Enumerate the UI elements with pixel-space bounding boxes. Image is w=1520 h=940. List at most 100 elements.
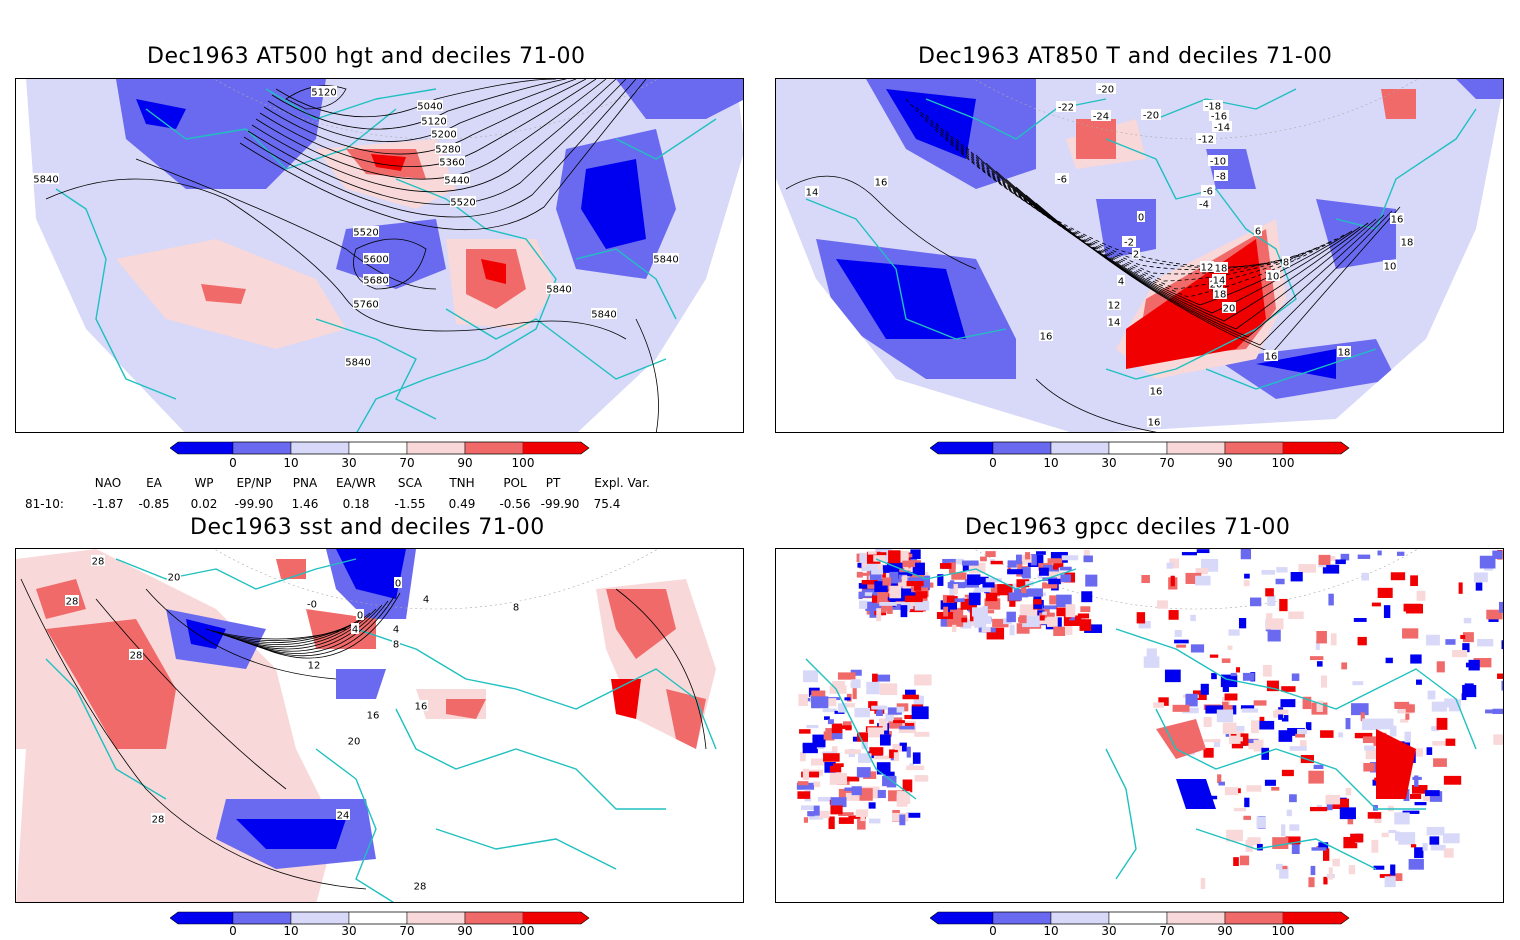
contour-label: 16 bbox=[367, 711, 380, 722]
precip-decile-cell bbox=[1203, 747, 1214, 758]
precip-decile-cell bbox=[1222, 701, 1229, 713]
precip-decile-cell bbox=[1310, 865, 1316, 876]
precip-decile-cell bbox=[1357, 636, 1367, 646]
index-value: 0.02 bbox=[190, 497, 218, 511]
precip-decile-cell bbox=[1328, 867, 1333, 880]
precip-decile-cell bbox=[1332, 858, 1340, 867]
precip-decile-cell bbox=[1486, 609, 1503, 620]
precip-decile-cell bbox=[1340, 553, 1350, 561]
precip-decile-cell bbox=[872, 673, 878, 684]
colorbar-tick-label: 0 bbox=[989, 456, 997, 470]
precip-decile-cell bbox=[980, 556, 987, 562]
precip-decile-cell bbox=[1362, 736, 1381, 744]
precip-decile-cell bbox=[1266, 680, 1279, 692]
colorbar-segment bbox=[170, 912, 233, 924]
precip-decile-cell bbox=[1492, 550, 1503, 559]
precip-decile-cell bbox=[1357, 554, 1371, 559]
contour-label-bg bbox=[336, 809, 350, 820]
precip-decile-cell bbox=[1281, 769, 1294, 777]
decile-shading bbox=[1176, 779, 1216, 809]
precip-decile-cell bbox=[1053, 561, 1064, 568]
contour-label: 5840 bbox=[591, 310, 616, 321]
precip-decile-cell bbox=[879, 601, 897, 606]
decile-shading bbox=[1256, 349, 1336, 379]
decile-shading bbox=[1096, 199, 1156, 259]
precip-decile-cell bbox=[1063, 615, 1082, 627]
precip-decile-cell bbox=[808, 814, 824, 820]
precip-decile-cell bbox=[1228, 629, 1240, 636]
precip-decile-cell bbox=[893, 720, 905, 724]
contour-label: 5440 bbox=[444, 176, 469, 187]
precip-decile-cell bbox=[1498, 601, 1503, 613]
precip-decile-cell bbox=[1190, 644, 1205, 653]
precip-decile-cell bbox=[967, 574, 981, 585]
contour-label: 28 bbox=[414, 882, 427, 893]
contour-label-bg bbox=[366, 709, 380, 720]
precip-decile-cell bbox=[1185, 693, 1198, 707]
contour-label: 8 bbox=[1283, 258, 1289, 269]
colorbar-tick-label: 90 bbox=[1217, 456, 1233, 470]
precip-decile-cell bbox=[799, 729, 811, 734]
precip-decile-cell bbox=[1431, 701, 1447, 712]
precip-decile-cell bbox=[822, 708, 837, 713]
precip-decile-cell bbox=[1056, 607, 1072, 617]
contour-label: 12 bbox=[1201, 263, 1214, 274]
precip-decile-cell bbox=[1230, 672, 1237, 677]
panel-title-gpcc: Dec1963 gpcc deciles 71-00 bbox=[965, 515, 1291, 540]
precip-decile-cell bbox=[1297, 728, 1308, 735]
precip-decile-cell bbox=[949, 588, 958, 595]
contour-label-bg bbox=[512, 601, 520, 612]
precip-decile-cell bbox=[899, 742, 907, 746]
precip-decile-cell bbox=[904, 722, 915, 727]
precip-decile-cell bbox=[1213, 738, 1220, 748]
precip-decile-cell bbox=[1348, 865, 1356, 875]
precip-decile-cell bbox=[1243, 815, 1251, 820]
precip-decile-cell bbox=[1065, 624, 1073, 635]
precip-decile-cell bbox=[905, 599, 911, 612]
precip-decile-cell bbox=[1493, 734, 1503, 745]
decile-shading bbox=[1316, 199, 1396, 269]
contour-label-bg bbox=[1400, 236, 1414, 247]
precip-decile-cell bbox=[1276, 567, 1288, 573]
precip-decile-cell bbox=[1172, 704, 1190, 712]
precip-decile-cell bbox=[1445, 738, 1456, 746]
precip-decile-cell bbox=[1473, 658, 1492, 668]
precip-decile-cell bbox=[798, 694, 808, 707]
precip-decile-cell bbox=[801, 771, 820, 778]
colorbar-segment bbox=[523, 912, 589, 924]
decile-shading bbox=[836, 259, 966, 339]
precip-decile-cell bbox=[879, 734, 891, 746]
precip-decile-cell bbox=[877, 592, 889, 604]
precip-decile-cell bbox=[1240, 549, 1252, 560]
index-value: -0.85 bbox=[138, 497, 170, 511]
precip-decile-cell bbox=[1009, 624, 1015, 636]
precip-decile-cell bbox=[1353, 618, 1367, 622]
contour-label-bg bbox=[1254, 225, 1262, 236]
precip-decile-cell bbox=[1468, 659, 1480, 671]
precip-decile-cell bbox=[1289, 794, 1297, 803]
precip-decile-cell bbox=[1267, 595, 1276, 606]
precip-decile-cell bbox=[1462, 684, 1477, 698]
precip-decile-cell bbox=[1354, 732, 1373, 739]
contour-label-bg bbox=[1196, 133, 1216, 144]
precip-decile-cell bbox=[859, 600, 868, 609]
colorbar-segment bbox=[523, 442, 589, 454]
contour-label-bg bbox=[1055, 173, 1069, 184]
colorbar-tick-label: 30 bbox=[341, 924, 357, 938]
precip-decile-cell bbox=[906, 812, 921, 818]
contour-label: 24 bbox=[337, 811, 350, 822]
precip-decile-cell bbox=[1383, 605, 1391, 619]
precip-decile-cell bbox=[914, 600, 930, 611]
precip-decile-cell bbox=[1444, 698, 1458, 708]
precip-decile-cell bbox=[1279, 598, 1288, 612]
precip-decile-cell bbox=[1458, 582, 1463, 594]
colorbar-tick-label: 90 bbox=[457, 924, 473, 938]
contour-label: -0 bbox=[307, 600, 317, 611]
contour-line bbox=[235, 608, 377, 650]
precip-decile-cell bbox=[1414, 847, 1424, 859]
decile-shading bbox=[616, 79, 743, 119]
precip-decile-cell bbox=[1316, 661, 1323, 667]
precip-decile-cell bbox=[1390, 572, 1406, 581]
precip-decile-cell bbox=[1211, 673, 1217, 680]
precip-decile-cell bbox=[1264, 779, 1276, 786]
